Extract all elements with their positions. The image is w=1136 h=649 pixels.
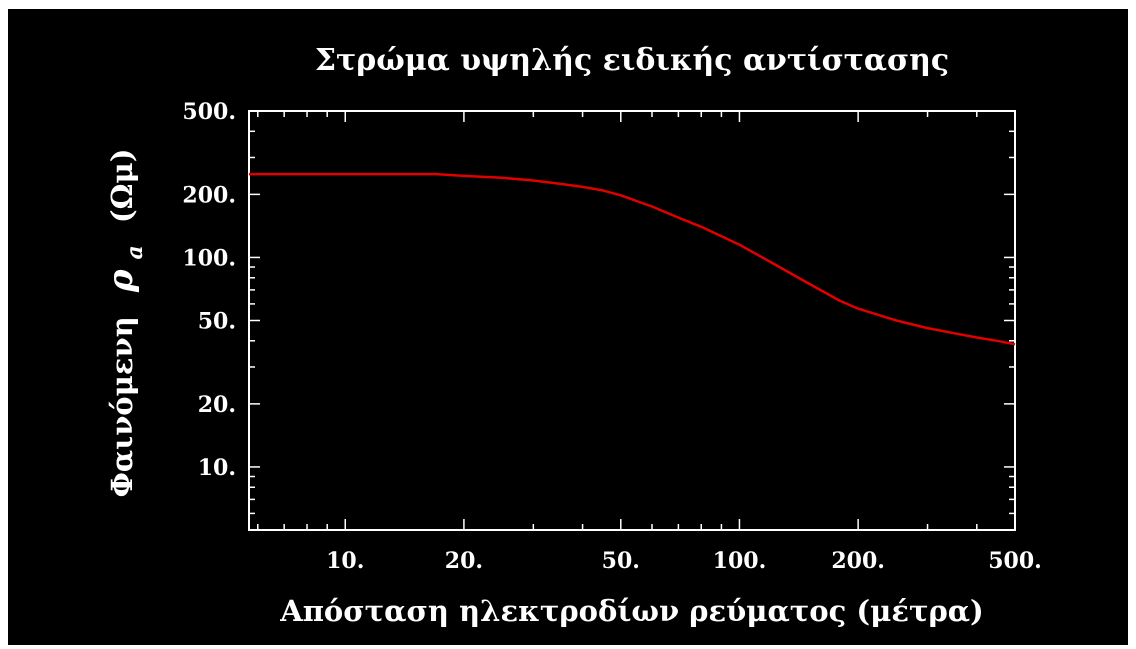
y-tick-label: 20. xyxy=(198,392,236,418)
series-layer xyxy=(249,172,1016,346)
y-tick-label: 200. xyxy=(182,182,236,208)
series-line xyxy=(249,172,1016,346)
y-tick-label: 500. xyxy=(182,99,236,125)
x-axis-label: Απόσταση ηλεκτροδίων ρεύματος (μέτρα) xyxy=(279,594,984,628)
plot-background xyxy=(8,9,1128,645)
x-axis-tick-labels: 10. 20. 50. 100. 200. 500. xyxy=(326,548,1042,574)
y-tick-label: 10. xyxy=(198,455,236,481)
y-tick-label: 50. xyxy=(198,309,236,335)
y-axis-label-subscript: a xyxy=(122,245,148,259)
y-axis-label-text: Φαινόμενη ρ a (Ωμ) xyxy=(101,149,149,498)
y-axis-label-prefix: Φαινόμενη xyxy=(105,316,139,497)
y-axis-label-symbol: ρ xyxy=(101,269,141,293)
chart-title: Στρώμα υψηλής ειδικής αντίστασης xyxy=(315,43,949,78)
y-axis-label-unit: (Ωμ) xyxy=(105,149,139,223)
y-axis-ticks xyxy=(249,110,1015,531)
x-tick-label: 10. xyxy=(326,548,364,574)
x-tick-label: 100. xyxy=(713,548,767,574)
y-axis-tick-labels: 10. 20. 50. 100. 200. 500. xyxy=(182,99,236,481)
x-axis-ticks xyxy=(257,111,1016,530)
y-tick-label: 100. xyxy=(182,245,236,271)
x-tick-label: 20. xyxy=(445,548,483,574)
y-axis-label: Φαινόμενη ρ a (Ωμ) xyxy=(101,149,149,498)
x-tick-label: 50. xyxy=(602,548,640,574)
x-tick-label: 500. xyxy=(988,548,1042,574)
x-tick-label: 200. xyxy=(831,548,885,574)
